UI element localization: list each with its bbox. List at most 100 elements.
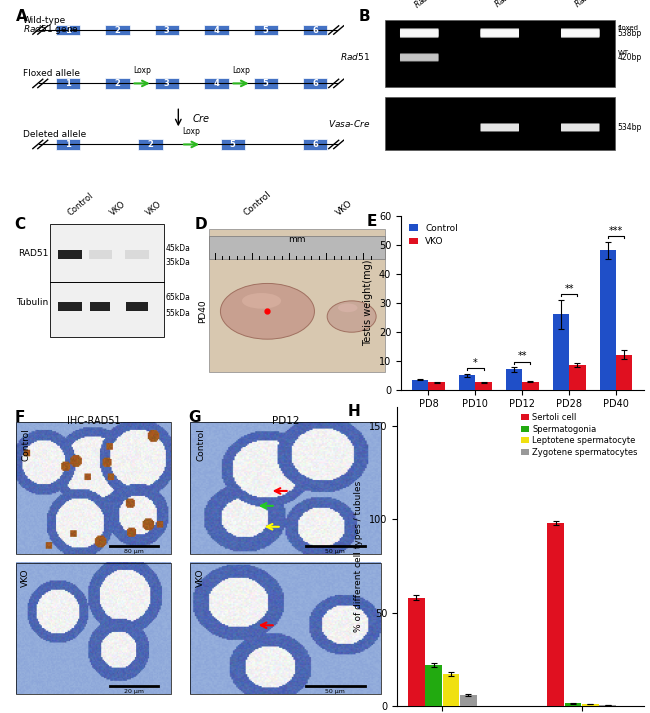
Text: Floxed allele: Floxed allele — [23, 69, 80, 78]
Bar — [16, 422, 171, 553]
Ellipse shape — [242, 293, 281, 309]
Bar — [616, 355, 632, 390]
Text: 5: 5 — [230, 140, 236, 149]
Bar — [50, 225, 164, 337]
Text: $Rad51^{fl/+}$: $Rad51^{fl/+}$ — [411, 0, 447, 11]
Text: F: F — [14, 411, 25, 426]
FancyBboxPatch shape — [58, 250, 82, 259]
Text: H: H — [348, 404, 361, 419]
Text: VKO: VKO — [145, 199, 164, 217]
Text: 5: 5 — [263, 79, 268, 88]
Text: 6: 6 — [312, 140, 318, 149]
Text: 4: 4 — [213, 79, 219, 88]
Text: PD40: PD40 — [198, 299, 207, 323]
FancyBboxPatch shape — [204, 78, 229, 88]
Text: Tubulin: Tubulin — [16, 298, 48, 307]
Text: A: A — [16, 9, 28, 24]
Bar — [190, 422, 381, 553]
FancyBboxPatch shape — [138, 139, 162, 150]
FancyBboxPatch shape — [480, 30, 519, 38]
Text: 2: 2 — [148, 140, 153, 149]
Text: WT: WT — [618, 49, 629, 56]
Text: $\it{Rad51}$: $\it{Rad51}$ — [340, 51, 370, 62]
Text: VKO: VKO — [108, 199, 127, 217]
Y-axis label: % of different cell types / tubules: % of different cell types / tubules — [354, 481, 363, 632]
FancyBboxPatch shape — [400, 29, 439, 37]
Bar — [475, 382, 492, 390]
Text: *: * — [473, 358, 478, 368]
Text: Loxp: Loxp — [133, 66, 151, 76]
Text: D: D — [195, 217, 207, 232]
Ellipse shape — [327, 301, 376, 332]
FancyBboxPatch shape — [155, 78, 179, 88]
FancyBboxPatch shape — [303, 78, 328, 88]
Text: 420bp: 420bp — [618, 53, 642, 62]
FancyBboxPatch shape — [561, 28, 599, 36]
Ellipse shape — [220, 284, 315, 339]
Text: IHC-RAD51: IHC-RAD51 — [67, 416, 120, 426]
Bar — [428, 382, 445, 390]
Text: PD12: PD12 — [272, 416, 300, 426]
Text: **: ** — [564, 284, 574, 294]
Bar — [506, 369, 522, 390]
Bar — [522, 381, 539, 390]
Text: 538bp: 538bp — [618, 29, 642, 38]
FancyBboxPatch shape — [400, 53, 439, 61]
FancyBboxPatch shape — [561, 30, 599, 38]
Text: 3: 3 — [164, 26, 170, 34]
FancyBboxPatch shape — [220, 139, 245, 150]
FancyBboxPatch shape — [400, 30, 439, 38]
Text: 50 µm: 50 µm — [326, 689, 345, 694]
FancyBboxPatch shape — [58, 302, 82, 312]
Text: Control: Control — [242, 190, 273, 217]
Bar — [459, 375, 475, 390]
Bar — [385, 21, 615, 87]
Text: 35kDa: 35kDa — [166, 258, 190, 267]
Text: **: ** — [517, 352, 527, 361]
FancyBboxPatch shape — [105, 25, 129, 35]
FancyBboxPatch shape — [204, 25, 229, 35]
Bar — [582, 704, 599, 706]
Text: 55kDa: 55kDa — [166, 309, 190, 317]
Text: 534bp: 534bp — [618, 123, 642, 132]
Bar — [209, 230, 385, 372]
Text: $\it{Rad51}$ gene: $\it{Rad51}$ gene — [23, 23, 79, 36]
Text: $Rad51^{Fl/-};Vasa$-$Cre$: $Rad51^{Fl/-};Vasa$-$Cre$ — [491, 0, 560, 11]
Text: Wild-type: Wild-type — [23, 16, 66, 25]
Text: 6: 6 — [312, 26, 318, 34]
FancyBboxPatch shape — [56, 25, 80, 35]
FancyBboxPatch shape — [480, 123, 519, 131]
Text: C: C — [15, 217, 26, 232]
Text: 20 µm: 20 µm — [124, 689, 144, 694]
Text: $\it{Vasa}$-$\it{Cre}$: $\it{Vasa}$-$\it{Cre}$ — [328, 118, 370, 129]
Legend: Control, VKO: Control, VKO — [406, 220, 462, 250]
Text: floxed: floxed — [618, 26, 638, 31]
FancyBboxPatch shape — [90, 302, 110, 312]
FancyBboxPatch shape — [155, 25, 179, 35]
Text: E: E — [367, 214, 378, 229]
Bar — [190, 563, 381, 694]
FancyBboxPatch shape — [561, 123, 599, 131]
Text: Control: Control — [21, 429, 30, 461]
FancyBboxPatch shape — [254, 25, 278, 35]
Text: 80 µm: 80 µm — [124, 549, 144, 554]
Text: 1: 1 — [65, 26, 71, 34]
Text: 2: 2 — [114, 79, 120, 88]
Y-axis label: Testis weight(mg): Testis weight(mg) — [363, 260, 373, 346]
Bar — [460, 694, 476, 706]
Ellipse shape — [338, 304, 358, 312]
Text: 50 µm: 50 µm — [326, 549, 345, 554]
FancyBboxPatch shape — [400, 28, 439, 36]
Bar — [408, 597, 425, 706]
Text: ***: *** — [609, 226, 623, 236]
Text: 3: 3 — [164, 79, 170, 88]
FancyBboxPatch shape — [303, 139, 328, 150]
Text: Loxp: Loxp — [232, 66, 250, 76]
Text: 65kDa: 65kDa — [166, 293, 190, 302]
Text: $Rad51^{Fl/-};Vasa$-$Cre$: $Rad51^{Fl/-};Vasa$-$Cre$ — [571, 0, 640, 11]
Text: VKO: VKO — [21, 568, 30, 587]
Text: 5: 5 — [263, 26, 268, 34]
Bar — [16, 563, 171, 694]
FancyBboxPatch shape — [88, 250, 112, 259]
Text: mm: mm — [288, 235, 305, 245]
